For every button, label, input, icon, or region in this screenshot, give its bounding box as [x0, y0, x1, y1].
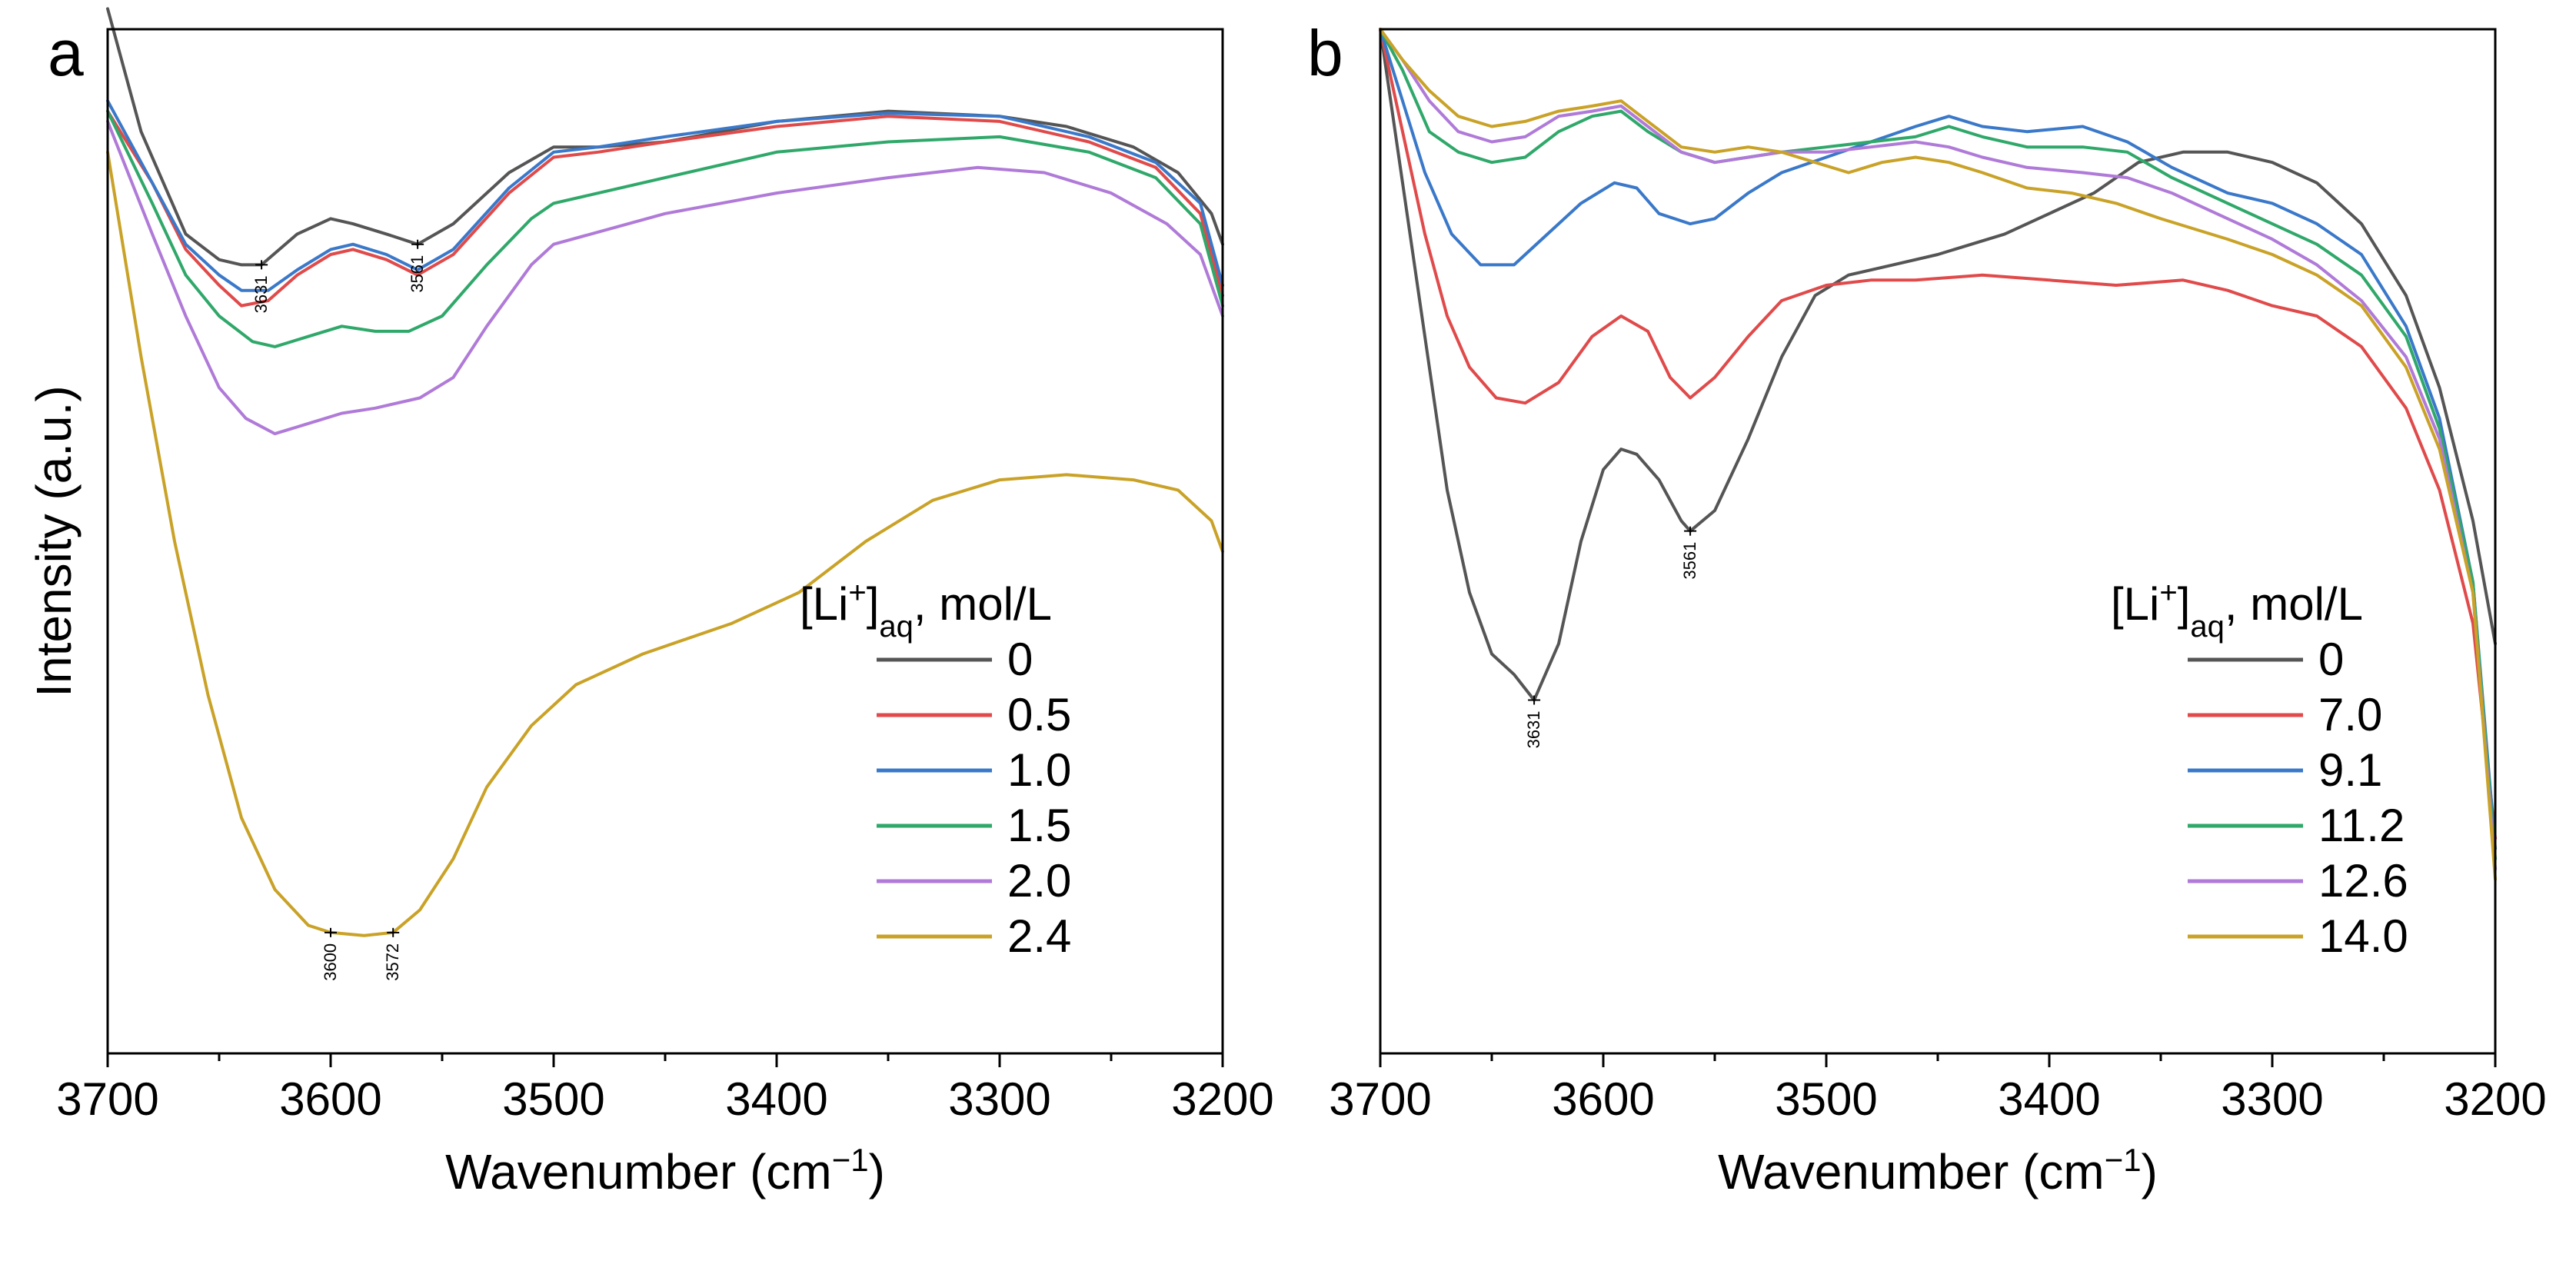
panel-b-tick-label-3300: 3300	[2221, 1073, 2323, 1125]
panel-b-tick-label-3600: 3600	[1552, 1073, 1654, 1125]
panel-b-series-14-0	[1379, 28, 2497, 881]
panel-a-legend: [Li+]aq, mol/L 00.51.01.52.02.4	[800, 576, 1071, 962]
panel-b-legend-label-11-2: 11.2	[2318, 800, 2405, 851]
y-axis-label: Intensity (a.u.)	[26, 385, 82, 697]
panel-a-x-ticks	[106, 1053, 1224, 1067]
panel-a-legend-label-0-5: 0.5	[1007, 689, 1071, 740]
panel-b-x-ticks	[1379, 1053, 2497, 1067]
panel-b-x-tick-labels: 3700 3600 3500 3400 3300 3200	[1329, 1073, 2546, 1125]
panel-b-tick-label-3500: 3500	[1775, 1073, 1877, 1125]
panel-a-tick-label-3400: 3400	[725, 1073, 827, 1125]
panel-b-series-7-0	[1379, 28, 2497, 840]
panel-a-series-2-4	[106, 150, 1224, 937]
panel-b-annotation-3561: 3561	[1680, 542, 1699, 580]
panel-a-series-2-0	[106, 119, 1224, 436]
panel-a-tick-label-3500: 3500	[502, 1073, 604, 1125]
panel-a-series-0-5	[106, 109, 1224, 308]
panel-b-legend-title: [Li+]aq, mol/L	[2111, 576, 2363, 644]
panel-b-legend-label-12-6: 12.6	[2318, 855, 2408, 907]
panel-a-series-1-5	[106, 109, 1224, 348]
panel-a-legend-label-2-4: 2.4	[1007, 910, 1071, 962]
panel-a-series-0	[106, 7, 1224, 267]
panel-b-x-axis-label: Wavenumber (cm−1)	[1718, 1142, 2158, 1200]
panel-b-legend: [Li+]aq, mol/L 07.09.111.212.614.0	[2111, 576, 2408, 962]
panel-b-tick-label-3400: 3400	[1998, 1073, 2100, 1125]
panel-b-legend-label-0: 0	[2318, 634, 2344, 685]
panel-b-legend-label-9-1: 9.1	[2318, 744, 2382, 796]
panel-a-tick-label-3300: 3300	[948, 1073, 1050, 1125]
panel-b-series-11-2	[1379, 28, 2497, 860]
panel-b-legend-label-14-0: 14.0	[2318, 910, 2408, 962]
panel-a-legend-label-1-0: 1.0	[1007, 744, 1071, 796]
panel-b-tick-label-3200: 3200	[2444, 1073, 2546, 1125]
panel-b-legend-label-7-0: 7.0	[2318, 689, 2382, 740]
panel-a-annotation-3572: 3572	[383, 943, 402, 981]
panel-a-x-tick-labels: 3700 3600 3500 3400 3300 3200	[56, 1073, 1273, 1125]
panel-a-tick-label-3200: 3200	[1171, 1073, 1273, 1125]
panel-a-annotation-3600: 3600	[321, 943, 340, 981]
panel-a-tick-label-3700: 3700	[56, 1073, 158, 1125]
panel-b-series-0	[1379, 28, 2497, 702]
panel-a-annotation-3631: 3631	[251, 275, 271, 313]
panel-a-x-axis-label: Wavenumber (cm−1)	[445, 1142, 885, 1200]
panel-a-legend-label-0: 0	[1007, 634, 1033, 685]
panel-a-legend-title: [Li+]aq, mol/L	[800, 576, 1052, 644]
panel-b: b 3631 3561 3700 3600 3500 3400 3300 3200 Wave…	[1307, 17, 2547, 1199]
panel-a-legend-label-2-0: 2.0	[1007, 855, 1071, 907]
panel-a-legend-label-1-5: 1.5	[1007, 800, 1071, 851]
panel-a-series-1-0	[106, 99, 1224, 292]
panel-b-annotation-3631: 3631	[1524, 710, 1543, 748]
panel-a-annotation-3561: 3561	[408, 255, 427, 293]
panel-b-annotations: 3631 3561	[1524, 526, 1699, 748]
panel-b-series-12-6	[1379, 28, 2497, 871]
panel-b-letter: b	[1307, 17, 1343, 89]
panel-a-series-group	[106, 7, 1224, 937]
panel-b-tick-label-3700: 3700	[1329, 1073, 1431, 1125]
panel-a-annotations: 3631 3561 3600 3572	[251, 239, 427, 981]
panel-b-series-group	[1379, 28, 2497, 881]
panel-a-letter: a	[48, 17, 84, 89]
panel-a-tick-label-3600: 3600	[279, 1073, 381, 1125]
